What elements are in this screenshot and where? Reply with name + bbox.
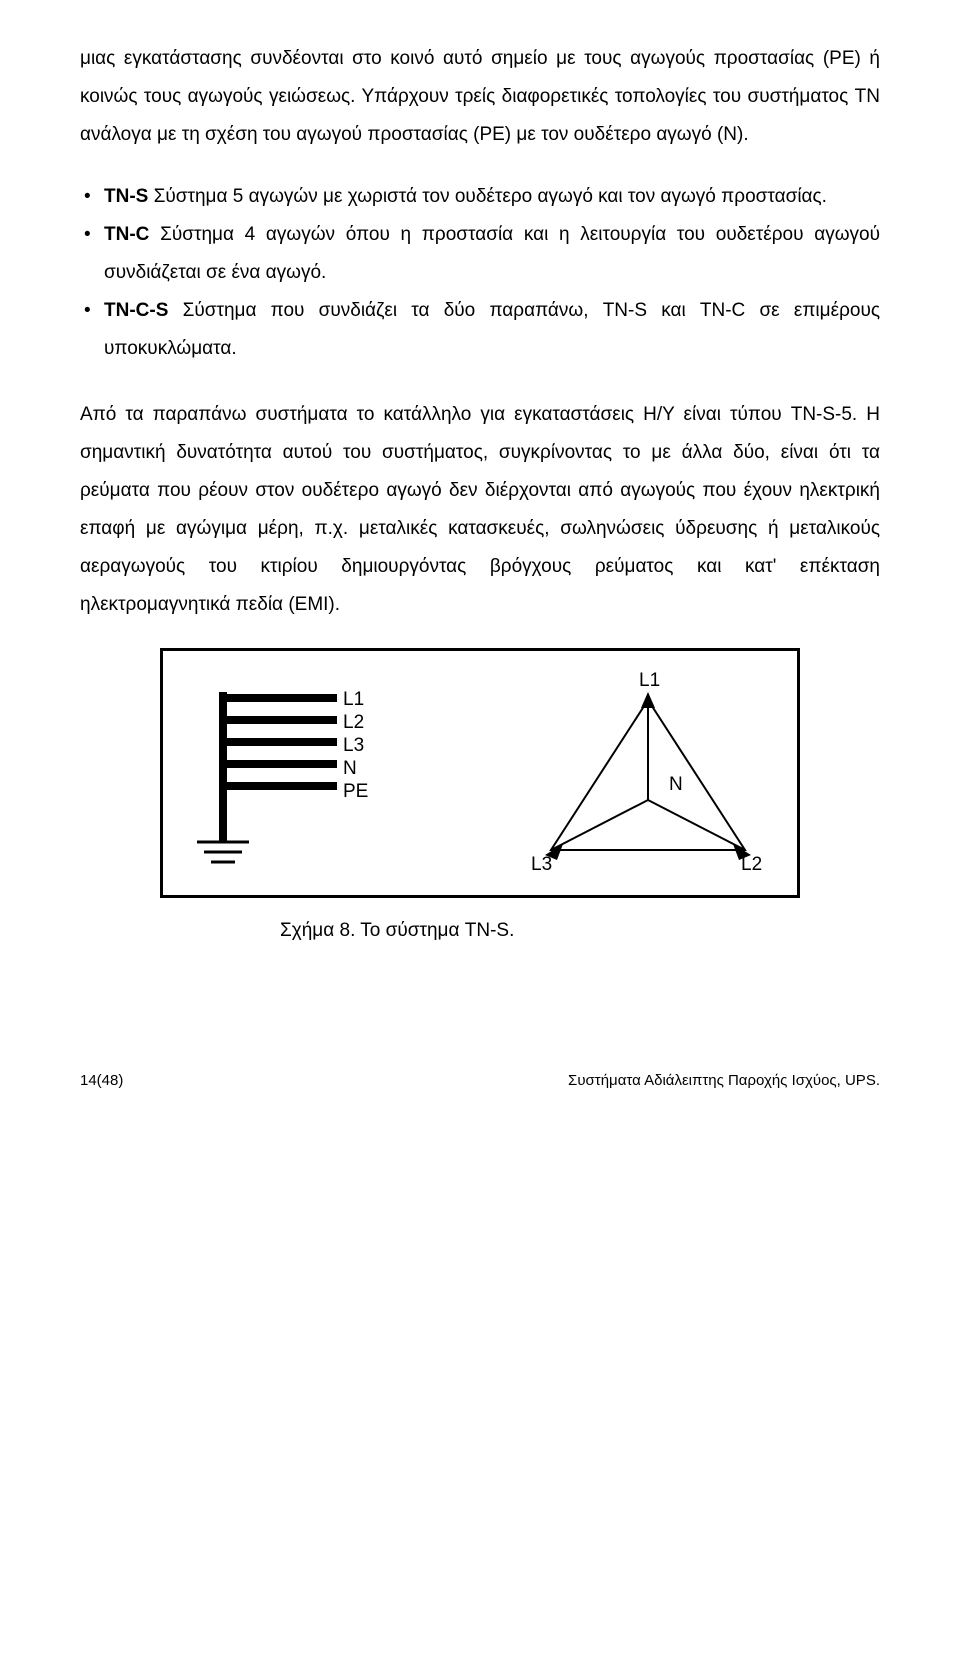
figure-inner: L1 L2 L3 N PE: [160, 648, 800, 898]
term-tncs: TN-C-S: [104, 300, 168, 321]
bullet-item-tns: TN-S Σύστημα 5 αγωγών με χωριστά τον ουδ…: [80, 178, 880, 216]
paragraph-1: μιας εγκατάστασης συνδέονται στο κοινό α…: [80, 40, 880, 154]
figure-frame: L1 L2 L3 N PE: [160, 648, 800, 942]
page: μιας εγκατάστασης συνδέονται στο κοινό α…: [0, 0, 960, 1119]
busbar-labels: L1 L2 L3 N PE: [343, 688, 368, 803]
figure-caption: Σχήμα 8. Το σύστημα TN-S.: [280, 920, 800, 942]
footer-left: 14(48): [80, 1072, 123, 1089]
rest-tns: Σύστημα 5 αγωγών με χωριστά τον ουδέτερο…: [148, 186, 827, 207]
busbar-diagram: L1 L2 L3 N PE: [187, 682, 447, 877]
term-tns: TN-S: [104, 186, 148, 207]
footer-right: Συστήματα Αδιάλειπτης Παροχής Ισχύος, UP…: [568, 1072, 880, 1089]
label-l3: L3: [343, 734, 368, 757]
bullet-list: TN-S Σύστημα 5 αγωγών με χωριστά τον ουδ…: [80, 178, 880, 368]
tri-label-l2: L2: [741, 854, 762, 876]
label-n: N: [343, 757, 368, 780]
paragraph-2: Από τα παραπάνω συστήματα το κατάλληλο γ…: [80, 396, 880, 624]
tri-label-n: N: [669, 774, 683, 796]
rest-tncs: Σύστημα που συνδιάζει τα δύο παραπάνω, T…: [104, 300, 880, 359]
tri-label-l3: L3: [531, 854, 552, 876]
triangle-diagram: L1 N L3 L2: [523, 672, 773, 877]
label-l2: L2: [343, 711, 368, 734]
busbar-svg: [187, 682, 447, 877]
bullet-item-tnc: TN-C Σύστημα 4 αγωγών όπου η προστασία κ…: [80, 216, 880, 292]
triangle-svg: [523, 672, 773, 877]
bullet-item-tncs: TN-C-S Σύστημα που συνδιάζει τα δύο παρα…: [80, 292, 880, 368]
footer: 14(48) Συστήματα Αδιάλειπτης Παροχής Ισχ…: [80, 1072, 880, 1089]
rest-tnc: Σύστημα 4 αγωγών όπου η προστασία και η …: [104, 224, 880, 283]
term-tnc: TN-C: [104, 224, 149, 245]
tri-label-l1: L1: [639, 670, 660, 692]
label-pe: PE: [343, 780, 368, 803]
label-l1: L1: [343, 688, 368, 711]
